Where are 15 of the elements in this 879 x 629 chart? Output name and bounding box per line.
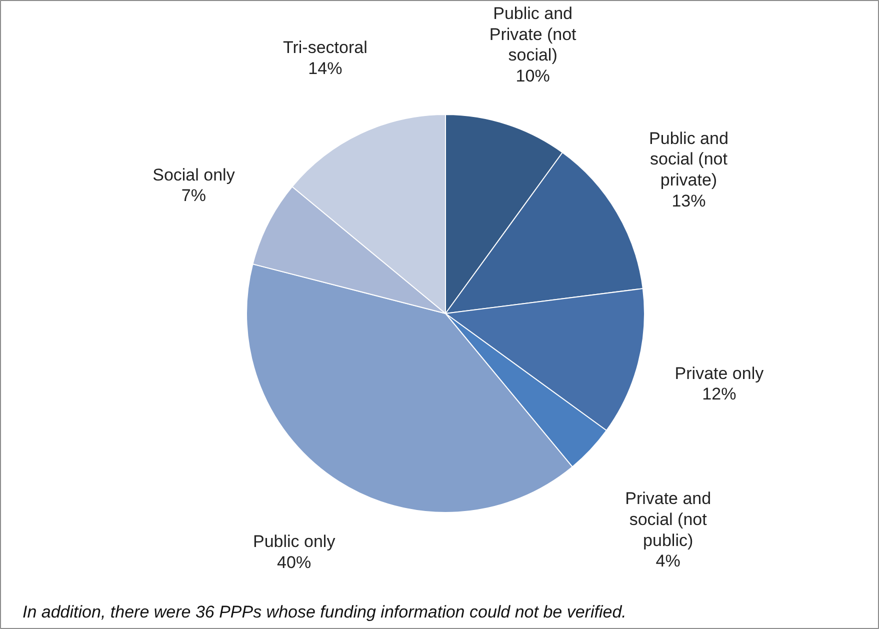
slice-label: Public and social (not private)	[649, 128, 728, 190]
data-label: 13%	[672, 192, 706, 211]
data-label: 4%	[656, 552, 680, 571]
slice-label: Private only	[674, 364, 764, 383]
slice-label: Social only	[152, 165, 236, 184]
slice-label: Public and Private (not social)	[489, 4, 577, 65]
slice-label: Private and social (not public)	[625, 488, 712, 550]
data-label: 7%	[181, 186, 206, 206]
slice-label: Tri-sectoral	[282, 38, 368, 57]
data-label: 40%	[277, 553, 312, 572]
data-label: 10%	[516, 66, 550, 86]
data-label: 12%	[702, 384, 736, 404]
text: In addition, there were 36 PPPs whose funding information could not be verified.	[22, 602, 626, 622]
data-label: 14%	[308, 58, 342, 78]
slice-label: Public only	[252, 532, 336, 552]
